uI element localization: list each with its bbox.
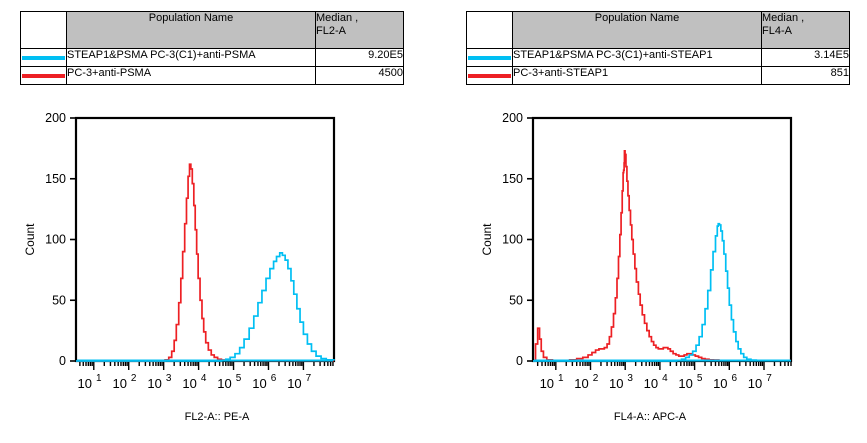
svg-text:10: 10 (217, 376, 231, 391)
legend-table-fl2a: Population Name Median , FL2-A STEAP1&PS… (20, 11, 404, 85)
x-axis-tick-label: 10 4 (182, 373, 206, 391)
svg-text:10: 10 (252, 376, 266, 391)
x-axis-tick-label: 10 1 (540, 373, 564, 391)
legend-header-row: Population Name Median , FL2-A (20, 11, 404, 49)
x-axis-tick-label: 10 7 (748, 373, 772, 391)
legend-row: STEAP1&PSMA PC-3(C1)+anti-STEAP1 3.14E5 (466, 48, 850, 67)
svg-text:6: 6 (271, 373, 277, 384)
y-axis-tick-label: 150 (45, 172, 66, 186)
legend-header-median: Median , FL2-A (315, 11, 404, 49)
x-axis-tick-label: 10 7 (287, 373, 311, 391)
legend-row: PC-3+anti-STEAP1 851 (466, 66, 850, 85)
legend-color-swatch (466, 66, 513, 85)
legend-header-population-name: Population Name (66, 11, 316, 49)
panel-fl2a: Population Name Median , FL2-A STEAP1&PS… (20, 11, 404, 423)
x-axis-tick-label: 10 1 (78, 373, 102, 391)
x-axis-tick-label: 10 5 (217, 373, 241, 391)
svg-text:10: 10 (540, 376, 554, 391)
y-axis-title: Count (23, 223, 37, 256)
x-axis-tick-label: 10 6 (252, 373, 276, 391)
histogram-curve (76, 163, 334, 362)
svg-text:7: 7 (306, 373, 312, 384)
svg-text:4: 4 (662, 373, 668, 384)
svg-text:3: 3 (166, 373, 172, 384)
svg-text:10: 10 (609, 376, 623, 391)
legend-population-name: PC-3+anti-STEAP1 (512, 66, 762, 85)
histogram-curve (76, 252, 335, 362)
histogram-curve (533, 222, 791, 362)
y-axis-tick-label: 50 (509, 293, 523, 307)
x-axis-title-fl2a: FL2-A:: PE-A (184, 411, 250, 423)
legend-population-name: PC-3+anti-PSMA (66, 66, 316, 85)
svg-text:4: 4 (201, 373, 207, 384)
svg-text:2: 2 (131, 373, 137, 384)
svg-text:3: 3 (627, 373, 633, 384)
svg-text:1: 1 (96, 373, 102, 384)
x-axis-tick-label: 10 2 (574, 373, 598, 391)
x-axis-tick-label: 10 5 (678, 373, 702, 391)
legend-row: PC-3+anti-PSMA 4500 (20, 66, 404, 85)
svg-text:10: 10 (78, 376, 92, 391)
svg-text:10: 10 (574, 376, 588, 391)
legend-median-value: 851 (761, 66, 850, 85)
svg-text:10: 10 (112, 376, 126, 391)
svg-text:10: 10 (147, 376, 161, 391)
legend-header-population-name: Population Name (512, 11, 762, 49)
swatch-line-cyan (468, 55, 511, 60)
x-axis-tick-label: 10 6 (713, 373, 737, 391)
x-axis-tick-label: 10 2 (112, 373, 136, 391)
x-axis-tick-label: 10 4 (644, 373, 668, 391)
legend-median-value: 3.14E5 (761, 48, 850, 67)
legend-median-value: 4500 (315, 66, 404, 85)
svg-text:10: 10 (644, 376, 658, 391)
x-axis-tick-label: 10 3 (147, 373, 171, 391)
y-axis-title: Count (480, 223, 494, 256)
plot-frame (74, 116, 336, 363)
y-axis-tick-label: 200 (502, 111, 523, 125)
svg-text:2: 2 (593, 373, 599, 384)
svg-text:10: 10 (748, 376, 762, 391)
svg-text:10: 10 (182, 376, 196, 391)
x-axis-tick-label: 10 3 (609, 373, 633, 391)
swatch-line-red (468, 73, 511, 78)
panel-fl4a: Population Name Median , FL4-A STEAP1&PS… (433, 0, 867, 443)
x-axis-title-fl4a: FL4-A:: APC-A (613, 411, 687, 423)
legend-header-row: Population Name Median , FL4-A (466, 11, 850, 49)
svg-text:10: 10 (713, 376, 727, 391)
svg-text:5: 5 (236, 373, 242, 384)
legend-color-swatch (20, 66, 67, 85)
swatch-line-cyan (22, 55, 65, 60)
legend-header-blank (20, 11, 67, 49)
svg-text:10: 10 (287, 376, 301, 391)
legend-median-value: 9.20E5 (315, 48, 404, 67)
legend-color-swatch (20, 48, 67, 67)
y-axis-tick-label: 150 (502, 172, 523, 186)
y-axis-tick-label: 0 (516, 354, 523, 368)
y-axis-tick-label: 100 (502, 233, 523, 247)
y-axis-tick-label: 100 (45, 233, 66, 247)
swatch-line-red (22, 73, 65, 78)
svg-text:6: 6 (732, 373, 738, 384)
legend-population-name: STEAP1&PSMA PC-3(C1)+anti-PSMA (66, 48, 316, 67)
legend-header-median: Median , FL4-A (761, 11, 850, 49)
legend-population-name: STEAP1&PSMA PC-3(C1)+anti-STEAP1 (512, 48, 762, 67)
svg-text:5: 5 (697, 373, 703, 384)
legend-header-blank (466, 11, 513, 49)
svg-text:1: 1 (558, 373, 564, 384)
legend-color-swatch (466, 48, 513, 67)
svg-text:10: 10 (678, 376, 692, 391)
plot-frame (531, 116, 793, 363)
histogram-curve (533, 149, 791, 362)
legend-table-fl4a: Population Name Median , FL4-A STEAP1&PS… (466, 11, 850, 85)
legend-row: STEAP1&PSMA PC-3(C1)+anti-PSMA 9.20E5 (20, 48, 404, 67)
y-axis-tick-label: 0 (59, 354, 66, 368)
y-axis-tick-label: 50 (52, 293, 66, 307)
svg-text:7: 7 (766, 373, 772, 384)
y-axis-tick-label: 200 (45, 111, 66, 125)
